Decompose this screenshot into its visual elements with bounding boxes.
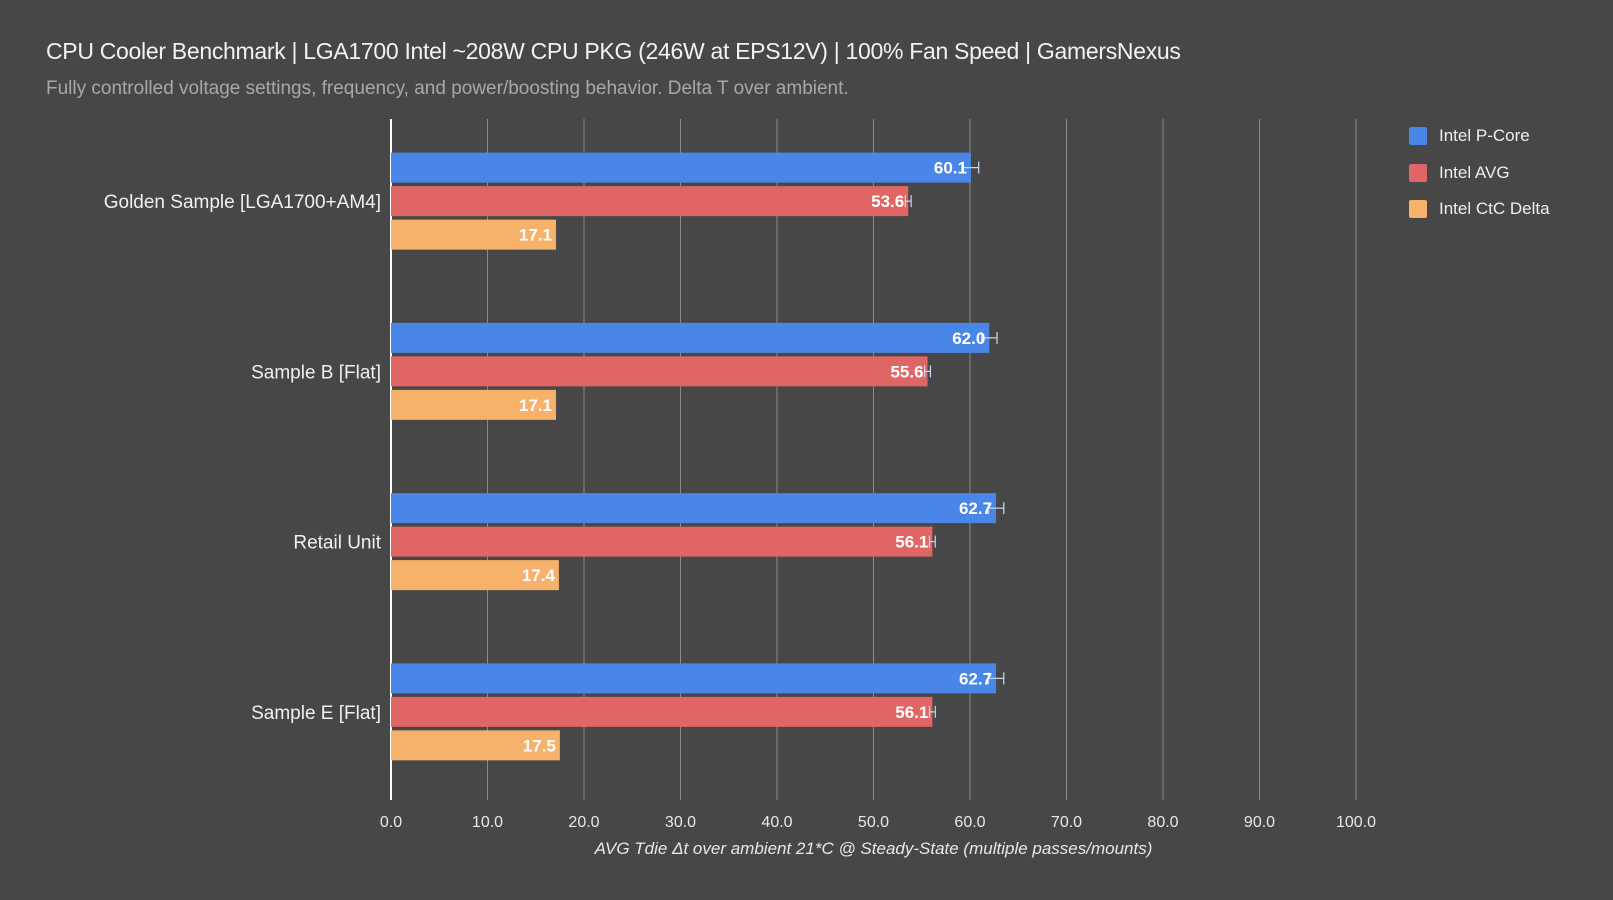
x-tick-label: 20.0: [568, 814, 599, 831]
data-label: 17.5: [523, 736, 556, 755]
legend-item-avg[interactable]: Intel AVG: [1409, 155, 1550, 192]
category-label: Retail Unit: [293, 533, 381, 554]
data-label: 62.7: [959, 499, 992, 518]
bar-intel-p-core: [391, 493, 997, 524]
legend-swatch: [1409, 200, 1427, 219]
legend-item-p-core[interactable]: Intel P-Core: [1409, 118, 1550, 155]
x-tick-label: 40.0: [761, 814, 792, 831]
bar-intel-avg: [391, 696, 933, 727]
legend-label: Intel AVG: [1439, 162, 1510, 182]
x-tick-label: 100.0: [1336, 814, 1376, 831]
x-tick-label: 90.0: [1244, 814, 1275, 831]
category-label: Sample B [Flat]: [251, 362, 381, 383]
legend-label: Intel CtC Delta: [1439, 199, 1550, 219]
x-tick-label: 50.0: [858, 814, 889, 831]
legend-swatch: [1409, 163, 1427, 182]
x-tick-label: 70.0: [1051, 814, 1082, 831]
x-tick-label: 10.0: [472, 814, 503, 831]
data-label: 62.0: [952, 329, 985, 348]
data-label: 53.6: [871, 192, 904, 211]
chart-title: CPU Cooler Benchmark | LGA1700 Intel ~20…: [46, 38, 1181, 64]
data-label: 60.1: [934, 159, 967, 178]
data-label: 62.7: [959, 669, 992, 688]
bar-intel-ctc-delta: [391, 389, 557, 420]
chart-subtitle: Fully controlled voltage settings, frequ…: [46, 78, 849, 99]
bar-intel-p-core: [391, 663, 997, 694]
bar-intel-ctc-delta: [391, 730, 560, 761]
legend-item-ctc-delta[interactable]: Intel CtC Delta: [1409, 191, 1550, 228]
data-label: 55.6: [890, 362, 923, 381]
x-tick-label: 80.0: [1147, 814, 1178, 831]
bar-intel-avg: [391, 186, 909, 217]
data-label: 56.1: [895, 703, 928, 722]
legend-label: Intel P-Core: [1439, 126, 1530, 146]
bar-intel-ctc-delta: [391, 219, 557, 250]
category-label: Golden Sample [LGA1700+AM4]: [104, 192, 381, 213]
data-label: 17.1: [519, 396, 552, 415]
data-label: 17.1: [519, 226, 552, 245]
data-label: 56.1: [895, 533, 928, 552]
category-label: Sample E [Flat]: [251, 703, 381, 724]
x-tick-label: 30.0: [665, 814, 696, 831]
x-tick-label: 0.0: [380, 814, 402, 831]
bar-intel-avg: [391, 356, 928, 387]
legend: Intel P-Core Intel AVG Intel CtC Delta: [1409, 118, 1550, 228]
bar-intel-ctc-delta: [391, 560, 559, 591]
data-label: 17.4: [522, 566, 556, 585]
legend-swatch: [1409, 127, 1427, 146]
x-tick-label: 60.0: [954, 814, 985, 831]
bar-intel-avg: [391, 526, 933, 557]
x-axis-title: AVG Tdie Δt over ambient 21*C @ Steady-S…: [594, 839, 1153, 858]
bar-intel-p-core: [391, 152, 971, 183]
bar-intel-p-core: [391, 322, 990, 353]
